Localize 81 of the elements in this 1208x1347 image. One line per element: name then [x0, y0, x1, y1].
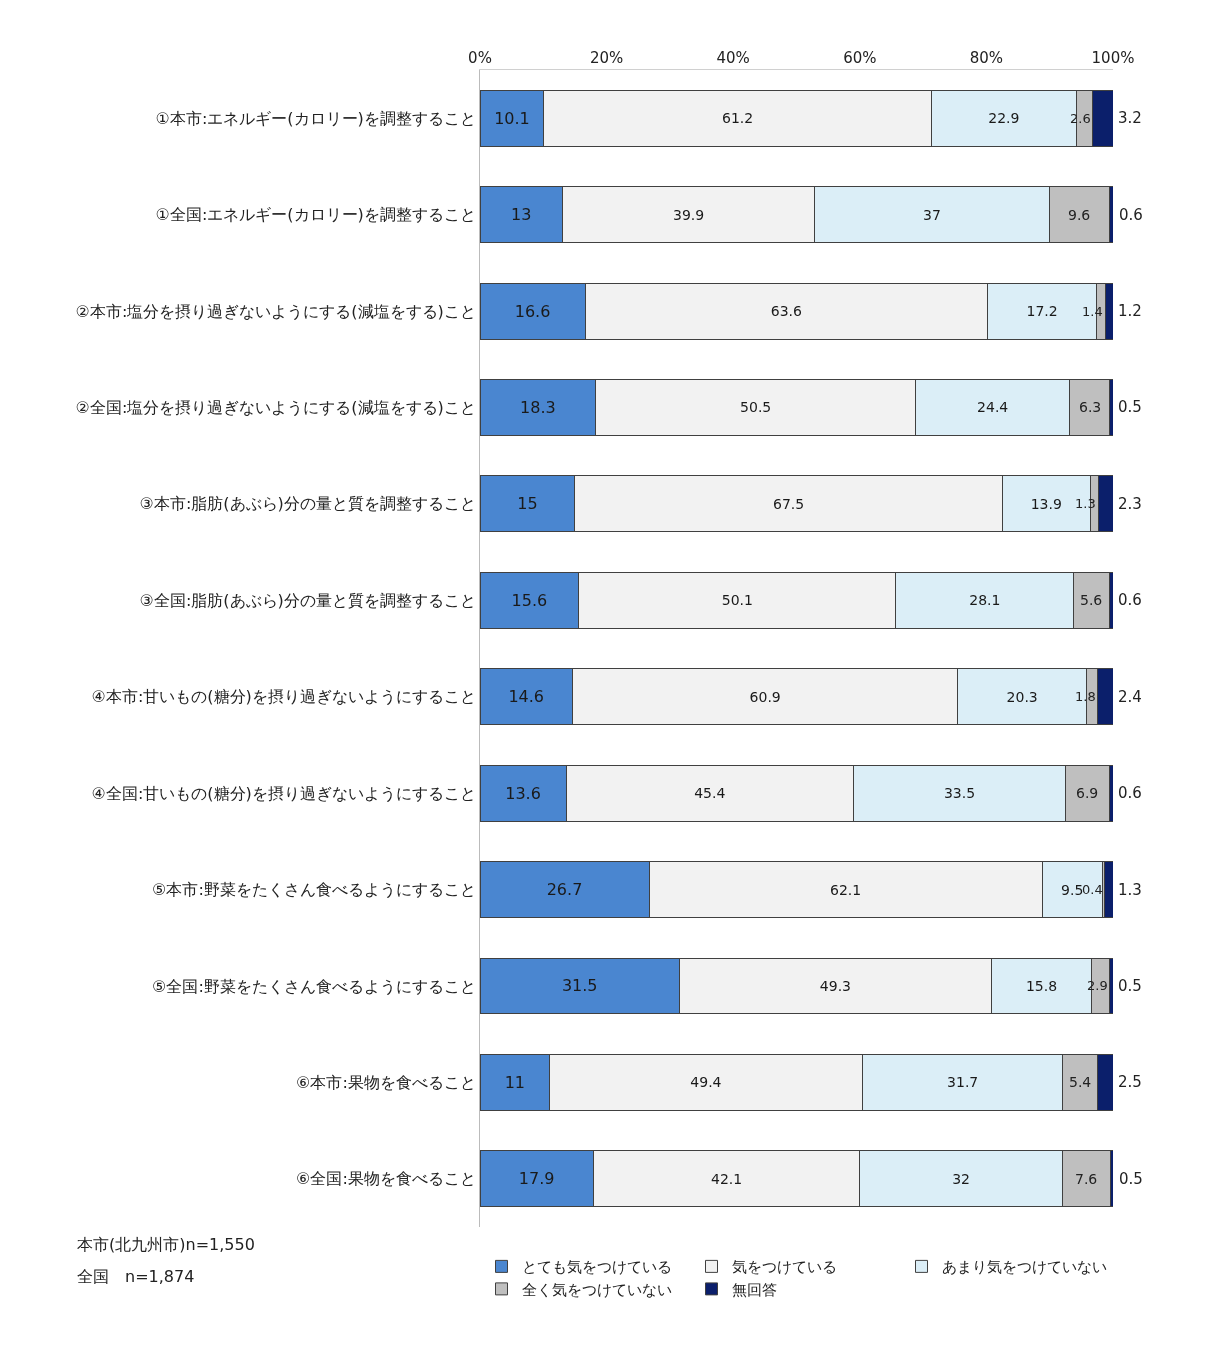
- data-label: 20.3: [1006, 688, 1038, 705]
- data-label: 6.3: [1079, 399, 1102, 415]
- data-label: 17.2: [1026, 303, 1058, 320]
- y-tick-label: ②全国:塩分を摂り過ぎないようにする(減塩をする)こと: [75, 398, 476, 418]
- data-label: 1.3: [1118, 881, 1142, 899]
- data-label: 0.5: [1118, 977, 1142, 995]
- y-tick-label: ①本市:エネルギー(カロリー)を調整すること: [155, 108, 476, 128]
- data-label: 2.5: [1118, 1073, 1142, 1091]
- data-label: 28.1: [969, 592, 1001, 609]
- data-label: 16.6: [514, 301, 551, 321]
- x-tick-label: 60%: [843, 49, 877, 67]
- x-tick-label: 20%: [589, 49, 624, 67]
- data-label: 7.6: [1075, 1171, 1098, 1187]
- data-label: 31.7: [947, 1074, 979, 1091]
- data-label: 10.1: [494, 108, 530, 128]
- data-label: 15.6: [511, 590, 548, 610]
- data-label: 22.9: [988, 110, 1020, 127]
- bar: [1104, 861, 1113, 918]
- data-label: 13: [510, 205, 532, 225]
- data-label: 6.9: [1076, 785, 1099, 801]
- data-label: 13.6: [505, 783, 541, 803]
- data-label: 0.4: [1082, 882, 1103, 897]
- data-label: 14.6: [508, 687, 545, 707]
- x-tick-label: 40%: [716, 49, 750, 67]
- y-tick-label: ②本市:塩分を摂り過ぎないようにする(減塩をする)こと: [75, 301, 476, 321]
- data-label: 5.4: [1069, 1074, 1092, 1090]
- data-label: 15: [517, 494, 538, 514]
- data-label: 39.9: [672, 206, 705, 223]
- y-tick-label: ⑥本市:果物を食べること: [296, 1072, 476, 1092]
- legend-label: 気をつけている: [731, 1258, 837, 1277]
- data-label: 60.9: [749, 688, 781, 705]
- data-label: 9.5: [1061, 881, 1084, 898]
- data-label: 3.2: [1118, 109, 1142, 127]
- data-label: 17.9: [518, 1169, 555, 1189]
- y-tick-label: ①全国:エネルギー(カロリー)を調整すること: [155, 205, 476, 225]
- data-label: 31.5: [561, 976, 598, 996]
- legend-label: 全く気をつけていない: [521, 1280, 672, 1299]
- data-label: 9.6: [1068, 207, 1091, 223]
- data-label: 0.6: [1118, 784, 1142, 802]
- legend-label: あまり気をつけていない: [941, 1258, 1107, 1277]
- legend-label: 無回答: [731, 1280, 777, 1299]
- x-tick-label: 100%: [1091, 49, 1135, 67]
- data-label: 0.6: [1118, 591, 1142, 609]
- data-label: 49.3: [819, 977, 852, 994]
- data-label: 15.8: [1025, 977, 1058, 994]
- data-label: 0.5: [1118, 398, 1142, 416]
- y-tick-label: ③本市:脂肪(あぶら)分の量と質を調整すること: [139, 494, 476, 514]
- data-label: 50.1: [721, 592, 753, 609]
- data-label: 13.9: [1030, 495, 1062, 512]
- data-label: 37: [923, 206, 941, 223]
- y-tick-label: ④本市:甘いもの(糖分)を摂り過ぎないようにすること: [91, 687, 476, 707]
- data-label: 42.1: [710, 1170, 743, 1187]
- y-tick-label: ④全国:甘いもの(糖分)を摂り過ぎないようにすること: [91, 783, 476, 803]
- data-label: 24.4: [977, 399, 1009, 416]
- data-label: 33.5: [943, 785, 976, 802]
- data-label: 61.2: [722, 110, 754, 127]
- text: 本市(北九州市)n=1,550: [77, 1235, 255, 1254]
- data-label: 26.7: [546, 880, 583, 900]
- y-tick-label: ③全国:脂肪(あぶら)分の量と質を調整すること: [139, 590, 476, 610]
- data-label: 0.5: [1119, 1170, 1143, 1188]
- y-tick-label: ⑤全国:野菜をたくさん食べるようにすること: [152, 976, 476, 996]
- data-label: 1.2: [1118, 302, 1142, 320]
- data-label: 50.5: [740, 399, 772, 416]
- x-tick-label: 80%: [969, 49, 1004, 67]
- legend-label: とても気をつけている: [521, 1258, 672, 1277]
- data-label: 2.4: [1118, 688, 1142, 706]
- x-tick-label: 0%: [468, 49, 492, 67]
- y-tick-label: ⑥全国:果物を食べること: [296, 1169, 476, 1189]
- data-label: 11: [504, 1072, 525, 1092]
- data-label: 32: [952, 1170, 970, 1187]
- text: 全国 n=1,874: [77, 1267, 195, 1286]
- data-label: 67.5: [773, 495, 805, 512]
- data-label: 45.4: [694, 785, 726, 802]
- data-label: 63.6: [770, 303, 803, 320]
- data-label: 2.3: [1118, 495, 1142, 513]
- data-label: 62.1: [829, 881, 862, 898]
- data-label: 5.6: [1080, 592, 1103, 608]
- data-label: 0.6: [1119, 206, 1143, 224]
- y-tick-label: ⑤本市:野菜をたくさん食べるようにすること: [152, 880, 476, 900]
- data-label: 18.3: [520, 397, 556, 417]
- data-label: 49.4: [690, 1074, 722, 1091]
